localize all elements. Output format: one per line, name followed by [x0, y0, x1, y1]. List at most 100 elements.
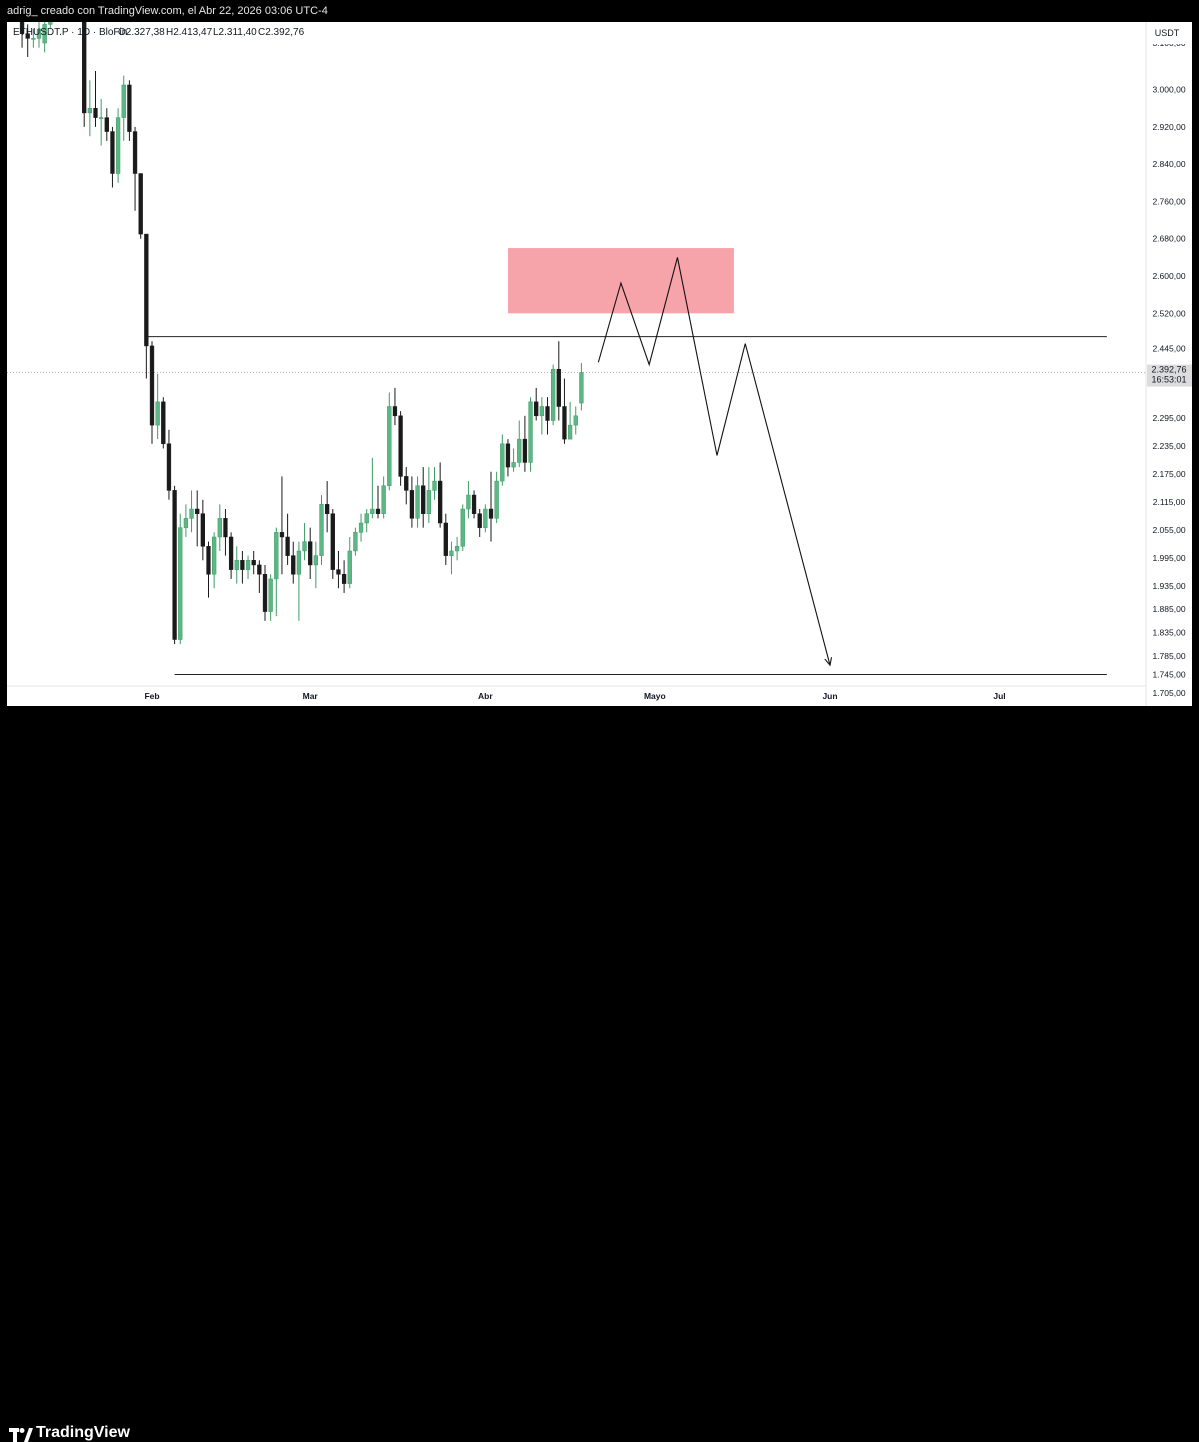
candle-body-up: [551, 368, 556, 421]
candle: [302, 523, 307, 561]
candle: [200, 499, 205, 561]
candle-body-down: [488, 508, 494, 519]
candle: [517, 420, 522, 468]
projection-arrowhead: [824, 657, 833, 667]
resistance-zone[interactable]: [507, 248, 734, 314]
currency-label[interactable]: USDT: [1155, 28, 1180, 38]
y-tick-label: 1.705,00: [1152, 688, 1185, 698]
candle-body-down: [308, 541, 313, 566]
candle-body-down: [404, 476, 409, 491]
candle-body-up: [579, 372, 584, 404]
candle: [483, 504, 488, 533]
candle: [336, 550, 341, 589]
candle-body-up: [370, 508, 375, 514]
candle: [82, 22, 87, 127]
candle: [539, 397, 545, 435]
candle: [48, 22, 53, 30]
candle: [155, 373, 160, 440]
candle: [567, 401, 573, 440]
candle: [19, 22, 25, 48]
y-tick-label: 2.295,00: [1152, 413, 1185, 423]
x-tick-label: Mayo: [644, 691, 666, 701]
candle-body-up: [387, 406, 392, 486]
candle-body-up: [358, 522, 364, 533]
candle: [347, 536, 352, 589]
brand-name: TradingView: [36, 1424, 130, 1441]
footer-bar: TradingView: [0, 706, 1199, 1442]
candle: [466, 481, 471, 519]
y-tick-label: 1.785,00: [1152, 651, 1185, 661]
candle: [189, 490, 194, 533]
candle: [421, 467, 426, 528]
candle: [545, 397, 550, 435]
candle-body-up: [274, 532, 279, 580]
symbol-label[interactable]: ETHUSDT.P · 1D · BloFin: [13, 27, 127, 38]
candle-body-down: [110, 131, 115, 174]
y-tick-label: 2.055,00: [1152, 525, 1185, 535]
candle: [144, 233, 149, 379]
x-tick-label: Jun: [822, 691, 837, 701]
y-tick-label: 1.935,00: [1152, 581, 1185, 591]
candle-body-down: [375, 508, 381, 514]
candle-body-up: [183, 518, 189, 528]
candle-body-down: [228, 536, 234, 570]
candle-body-up: [454, 546, 460, 552]
candle-body-up: [483, 508, 488, 528]
candle: [93, 70, 98, 127]
candle: [274, 527, 279, 617]
candle: [353, 527, 358, 556]
candle-body-up: [245, 560, 251, 570]
y-tick-label: 2.115,00: [1153, 497, 1186, 507]
candle: [240, 550, 245, 584]
candle: [522, 415, 528, 472]
y-tick-label: 2.760,00: [1152, 196, 1185, 206]
candle: [296, 541, 302, 621]
candle-body-up: [539, 406, 545, 417]
candlestick-chart[interactable]: 3.500,003.400,003.300,003.200,003.100,00…: [7, 22, 1192, 706]
candle: [358, 513, 364, 542]
candle-body-up: [449, 550, 454, 556]
candle: [404, 467, 409, 505]
candle-body-down: [443, 522, 448, 556]
candle-body-up: [302, 541, 307, 552]
x-tick-label: Mar: [303, 691, 319, 701]
candle: [110, 126, 115, 188]
candle: [132, 126, 138, 211]
last-price-tag: 2.392,76 16:53:01: [1147, 364, 1192, 387]
candle: [341, 560, 347, 593]
candle: [387, 392, 392, 491]
candle-body-up: [381, 485, 386, 514]
currency-box[interactable]: [1147, 22, 1192, 44]
candle-body-down: [251, 560, 256, 566]
candle-body-up: [189, 508, 194, 519]
chart-panel[interactable]: 3.500,003.400,003.300,003.200,003.100,00…: [7, 22, 1192, 706]
candle: [432, 467, 437, 500]
ohlc-open: O2.327,38: [118, 27, 165, 38]
price-axis-bg: [1145, 22, 1192, 706]
candle-body-down: [19, 22, 25, 34]
projection-path[interactable]: [597, 257, 831, 666]
y-tick-label: 1.995,00: [1152, 553, 1185, 563]
candle-body-up: [432, 480, 437, 491]
candle: [392, 387, 398, 426]
candle-body-up: [353, 532, 358, 552]
candle: [104, 108, 109, 141]
candle: [454, 536, 460, 561]
candle: [217, 504, 222, 551]
candle-body-down: [82, 22, 87, 114]
candle: [161, 397, 166, 449]
candle-body-down: [223, 518, 228, 538]
y-tick-label: 1.835,00: [1152, 628, 1185, 638]
candle-body-down: [257, 564, 262, 575]
candle: [511, 448, 516, 472]
candle-body-down: [341, 574, 347, 584]
candle: [166, 429, 172, 500]
candle: [245, 555, 251, 579]
snapshot-caption: adrig_ creado con TradingView.com, el Ab…: [7, 5, 328, 17]
y-tick-label: 2.235,00: [1152, 441, 1185, 451]
candle: [228, 532, 234, 579]
candle-body-up: [511, 462, 516, 468]
candle-body-down: [398, 415, 403, 477]
candle-body-down: [392, 406, 398, 417]
candle: [319, 495, 324, 565]
